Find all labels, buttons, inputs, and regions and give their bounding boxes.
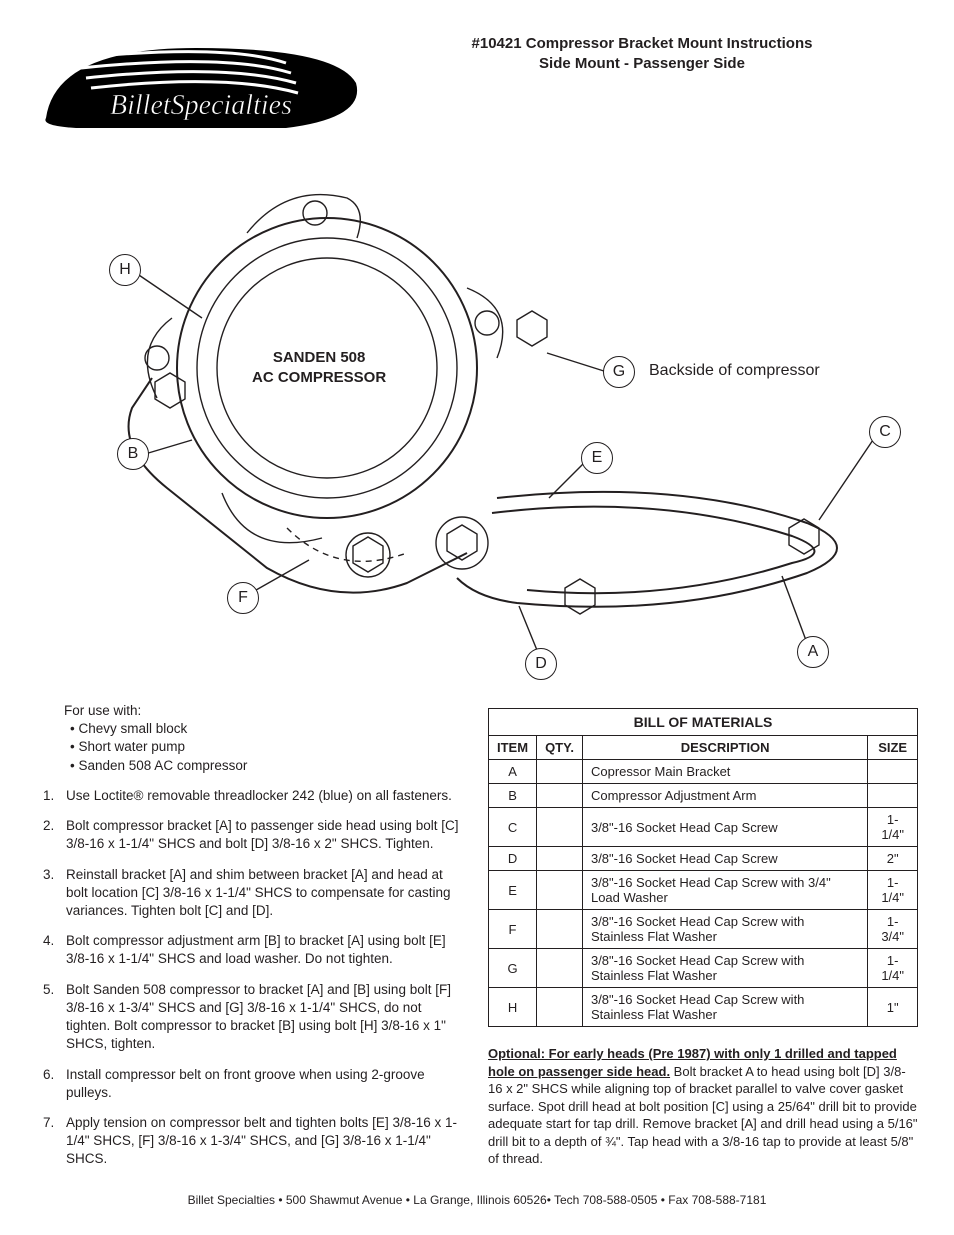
for-use-item: Short water pump [70,738,460,756]
bom-qty [537,808,583,847]
optional-note: Optional: For early heads (Pre 1987) wit… [488,1045,918,1168]
bom-desc: 3/8"-16 Socket Head Cap Screw [582,808,867,847]
compressor-label-1: SANDEN 508 [252,348,386,368]
bom-qty [537,784,583,808]
bom-desc: 3/8"-16 Socket Head Cap Screw with Stain… [582,949,867,988]
for-use-list: Chevy small block Short water pump Sande… [64,720,460,775]
step: Install compressor belt on front groove … [58,1066,460,1102]
bom-row: B Compressor Adjustment Arm [489,784,918,808]
step: Bolt Sanden 508 compressor to bracket [A… [58,981,460,1054]
bom-row: D 3/8"-16 Socket Head Cap Screw2" [489,847,918,871]
bom-desc: 3/8"-16 Socket Head Cap Screw with 3/4" … [582,871,867,910]
for-use-block: For use with: Chevy small block Short wa… [64,702,460,775]
title-line-1: #10421 Compressor Bracket Mount Instruct… [366,34,918,54]
compressor-label-2: AC COMPRESSOR [252,368,386,388]
bom-table: BILL OF MATERIALS ITEM QTY. DESCRIPTION … [488,708,918,1027]
bom-size [868,784,918,808]
bom-row: A Copressor Main Bracket [489,760,918,784]
callout-e: E [581,442,613,474]
bom-size: 1" [868,988,918,1027]
callout-h: H [109,254,141,286]
bom-item: C [489,808,537,847]
page-footer: Billet Specialties • 500 Shawmut Avenue … [0,1193,954,1207]
bom-item: G [489,949,537,988]
svg-text:BilletSpecialties: BilletSpecialties [110,90,292,121]
bom-desc: 3/8"-16 Socket Head Cap Screw [582,847,867,871]
bom-qty [537,847,583,871]
page-header: BilletSpecialties #10421 Compressor Brac… [36,28,918,148]
bom-h-qty: QTY. [537,736,583,760]
bom-qty [537,871,583,910]
bom-size [868,760,918,784]
bom-h-desc: DESCRIPTION [582,736,867,760]
bom-item: D [489,847,537,871]
bom-qty [537,949,583,988]
content-columns: For use with: Chevy small block Short wa… [36,702,918,1181]
bom-item: A [489,760,537,784]
callout-a: A [797,636,829,668]
bom-row: E 3/8"-16 Socket Head Cap Screw with 3/4"… [489,871,918,910]
bom-desc: Copressor Main Bracket [582,760,867,784]
bom-caption: BILL OF MATERIALS [488,708,918,735]
bom-desc: 3/8"-16 Socket Head Cap Screw with Stain… [582,910,867,949]
bom-desc: 3/8"-16 Socket Head Cap Screw with Stain… [582,988,867,1027]
callout-f: F [227,582,259,614]
bom-size: 1-3/4" [868,910,918,949]
steps-list: Use Loctite® removable threadlocker 242 … [36,787,460,1169]
step: Reinstall bracket [A] and shim between b… [58,866,460,921]
brand-logo: BilletSpecialties [36,28,366,148]
bom-column: BILL OF MATERIALS ITEM QTY. DESCRIPTION … [488,702,918,1181]
page-title: #10421 Compressor Bracket Mount Instruct… [366,28,918,75]
bom-item: B [489,784,537,808]
callout-c: C [869,416,901,448]
bom-item: F [489,910,537,949]
diagram-svg [37,158,917,698]
bom-desc: Compressor Adjustment Arm [582,784,867,808]
step: Bolt compressor bracket [A] to passenger… [58,817,460,853]
compressor-label: SANDEN 508 AC COMPRESSOR [252,348,386,387]
bom-row: F 3/8"-16 Socket Head Cap Screw with Stai… [489,910,918,949]
bom-size: 1-1/4" [868,808,918,847]
step: Bolt compressor adjustment arm [B] to br… [58,932,460,968]
bom-item: H [489,988,537,1027]
bom-row: C 3/8"-16 Socket Head Cap Screw1-1/4" [489,808,918,847]
callout-b: B [117,438,149,470]
bom-qty [537,760,583,784]
bom-size: 1-1/4" [868,949,918,988]
assembly-diagram: SANDEN 508 AC COMPRESSOR Backside of com… [37,158,917,698]
backside-label: Backside of compressor [649,362,820,380]
callout-d: D [525,648,557,680]
bom-row: G 3/8"-16 Socket Head Cap Screw with Stai… [489,949,918,988]
bom-header-row: ITEM QTY. DESCRIPTION SIZE [489,736,918,760]
bom-h-item: ITEM [489,736,537,760]
instructions-column: For use with: Chevy small block Short wa… [36,702,460,1181]
for-use-item: Sanden 508 AC compressor [70,757,460,775]
title-line-2: Side Mount - Passenger Side [366,54,918,74]
bom-h-size: SIZE [868,736,918,760]
bom-row: H 3/8"-16 Socket Head Cap Screw with Stai… [489,988,918,1027]
for-use-heading: For use with: [64,702,460,720]
callout-g: G [603,356,635,388]
bom-item: E [489,871,537,910]
bom-qty [537,988,583,1027]
for-use-item: Chevy small block [70,720,460,738]
step: Apply tension on compressor belt and tig… [58,1114,460,1169]
step: Use Loctite® removable threadlocker 242 … [58,787,460,805]
bom-size: 1-1/4" [868,871,918,910]
bom-size: 2" [868,847,918,871]
bom-qty [537,910,583,949]
